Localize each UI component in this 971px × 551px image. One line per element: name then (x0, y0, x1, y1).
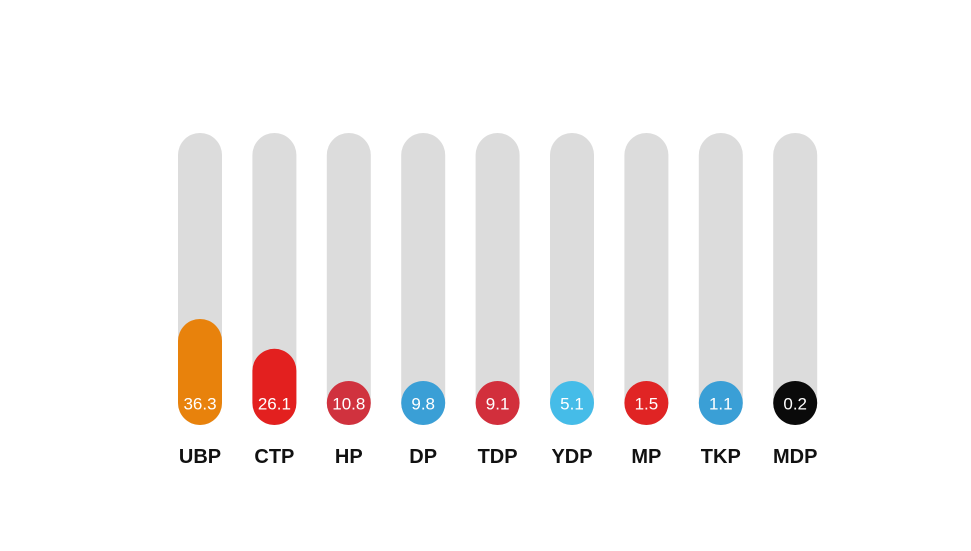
category-label-ctp: CTP (254, 446, 294, 468)
value-label-mdp: 0.2 (783, 395, 807, 414)
bar-group-ctp: 26.1 CTP (252, 133, 297, 468)
bar-mp (624, 381, 669, 425)
bar-group-mdp: 0.2 MDP (773, 133, 817, 468)
bar-track-tdp (475, 133, 520, 425)
value-label-tkp: 1.1 (709, 395, 733, 414)
value-label-ctp: 26.1 (258, 395, 291, 414)
bar-hp (326, 381, 371, 425)
value-label-ydp: 5.1 (560, 395, 584, 414)
category-label-ydp: YDP (551, 446, 592, 468)
bar-track-ydp (550, 133, 594, 425)
bar-ydp (550, 381, 594, 425)
bar-dp (401, 381, 446, 425)
bar-ctp (252, 348, 297, 425)
category-label-hp: HP (335, 446, 363, 468)
category-label-mdp: MDP (773, 446, 817, 468)
bar-track-mp (624, 133, 669, 425)
bar-group-mp: 1.5 MP (624, 133, 669, 468)
bar-track-hp (326, 133, 371, 425)
bar-ubp (178, 319, 222, 425)
value-label-ubp: 36.3 (183, 395, 216, 414)
bar-track-tkp (698, 133, 743, 425)
bar-group-tkp: 1.1 TKP (698, 133, 743, 468)
bar-group-hp: 10.8 HP (326, 133, 371, 468)
value-label-dp: 9.8 (411, 395, 435, 414)
value-label-mp: 1.5 (635, 395, 659, 414)
value-label-tdp: 9.1 (486, 395, 510, 414)
bar-group-dp: 9.8 DP (401, 133, 446, 468)
bar-track-mdp (773, 133, 818, 425)
bar-tkp (698, 381, 743, 425)
bar-mdp (773, 381, 818, 425)
category-label-tkp: TKP (701, 446, 741, 468)
category-label-dp: DP (409, 446, 437, 468)
bar-tdp (475, 381, 520, 425)
bar-group-tdp: 9.1 TDP (475, 133, 520, 468)
category-label-ubp: UBP (179, 446, 221, 468)
category-label-mp: MP (631, 446, 661, 468)
bar-group-ubp: 36.3 UBP (178, 133, 222, 468)
category-label-tdp: TDP (478, 446, 518, 468)
bar-track-dp (401, 133, 446, 425)
value-label-hp: 10.8 (332, 395, 365, 414)
bar-group-ydp: 5.1 YDP (550, 133, 594, 468)
